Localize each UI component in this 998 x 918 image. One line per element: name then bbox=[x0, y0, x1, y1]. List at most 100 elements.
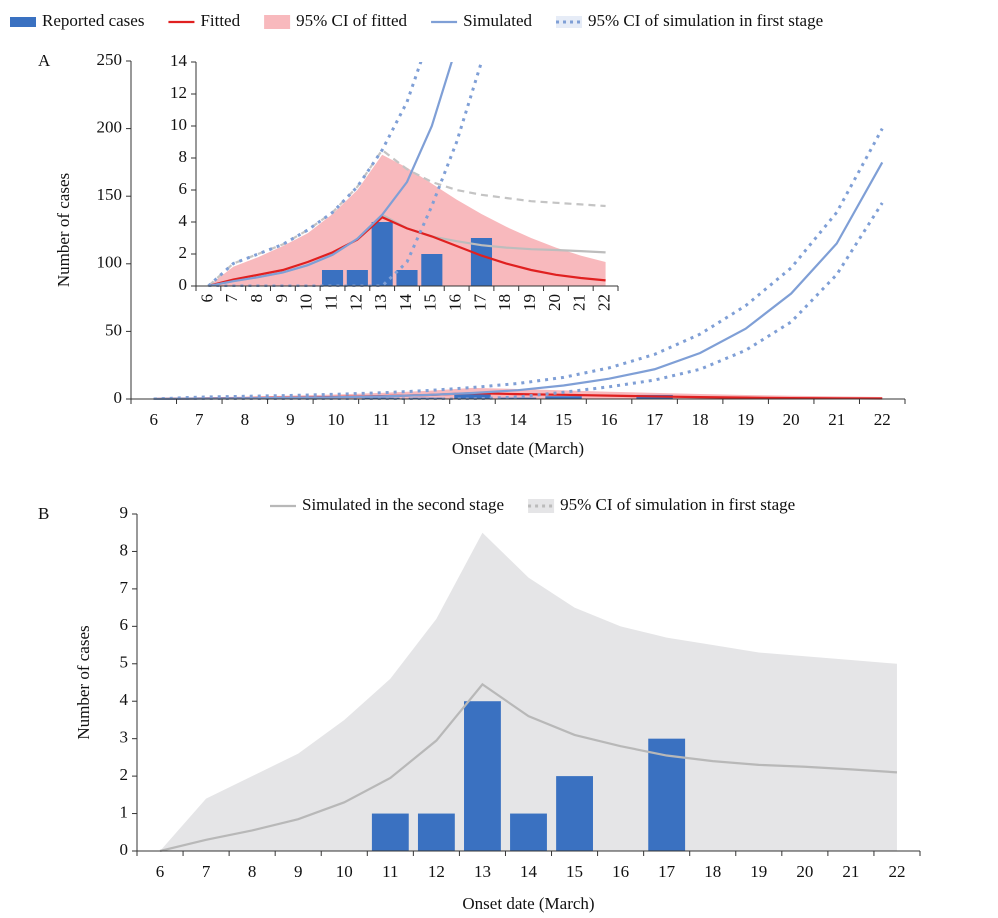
y-tick-label: 200 bbox=[97, 118, 123, 137]
y-tick-label: 8 bbox=[179, 147, 188, 166]
x-tick-label: 20 bbox=[796, 862, 813, 881]
x-tick-label: 11 bbox=[373, 410, 389, 429]
legend-label: Fitted bbox=[200, 11, 240, 30]
legend-swatch bbox=[556, 16, 583, 28]
legend-label: 95% CI of simulation in first stage bbox=[588, 11, 823, 30]
x-tick-label: 22 bbox=[888, 862, 905, 881]
x-tick-label: 17 bbox=[658, 862, 676, 881]
x-tick-label: 14 bbox=[510, 410, 528, 429]
series-line bbox=[208, 62, 453, 287]
x-tick-label: 11 bbox=[382, 862, 398, 881]
x-tick-label: 6 bbox=[150, 410, 159, 429]
x-tick-label: 18 bbox=[692, 410, 709, 429]
y-tick-label: 2 bbox=[120, 765, 129, 784]
x-tick-label: 10 bbox=[327, 410, 344, 429]
bar bbox=[470, 238, 493, 286]
x-tick-label: 11 bbox=[321, 294, 340, 310]
x-tick-label: 18 bbox=[704, 862, 721, 881]
legend-swatch bbox=[264, 15, 291, 29]
series-line bbox=[207, 148, 606, 287]
legend-swatch bbox=[528, 499, 555, 513]
y-tick-label: 0 bbox=[179, 275, 188, 294]
x-tick-label: 9 bbox=[294, 862, 303, 881]
y-tick-label: 3 bbox=[120, 728, 129, 747]
x-tick-label: 21 bbox=[570, 294, 589, 311]
x-tick-label: 6 bbox=[156, 862, 165, 881]
x-tick-label: 7 bbox=[195, 410, 204, 429]
x-tick-label: 14 bbox=[520, 862, 538, 881]
legend-label: 95% CI of fitted bbox=[296, 11, 407, 30]
ci-upper-line bbox=[153, 127, 884, 400]
x-tick-label: 8 bbox=[241, 410, 250, 429]
x-axis-title: Onset date (March) bbox=[462, 894, 594, 913]
x-tick-label: 13 bbox=[464, 410, 481, 429]
x-tick-label: 19 bbox=[750, 862, 767, 881]
legend-label: Simulated in the second stage bbox=[302, 495, 504, 514]
y-tick-label: 50 bbox=[105, 320, 122, 339]
x-tick-label: 12 bbox=[418, 410, 435, 429]
x-tick-label: 10 bbox=[297, 294, 316, 311]
x-tick-label: 13 bbox=[474, 862, 491, 881]
y-tick-label: 4 bbox=[120, 690, 129, 709]
y-tick-label: 7 bbox=[120, 578, 129, 597]
x-tick-label: 16 bbox=[612, 862, 629, 881]
x-tick-label: 18 bbox=[495, 294, 514, 311]
x-tick-label: 9 bbox=[286, 410, 295, 429]
bar bbox=[510, 813, 547, 851]
y-tick-label: 6 bbox=[120, 615, 129, 634]
x-tick-label: 20 bbox=[545, 294, 564, 311]
bar bbox=[371, 222, 393, 286]
y-tick-label: 100 bbox=[97, 253, 123, 272]
bar bbox=[417, 813, 455, 851]
legend-label: 95% CI of simulation in first stage bbox=[560, 495, 795, 514]
bar bbox=[371, 813, 409, 851]
y-tick-label: 5 bbox=[120, 653, 129, 672]
x-tick-label: 7 bbox=[202, 862, 211, 881]
x-tick-label: 21 bbox=[828, 410, 845, 429]
y-tick-label: 6 bbox=[179, 179, 188, 198]
series-line bbox=[208, 215, 606, 287]
x-tick-label: 15 bbox=[421, 294, 440, 311]
bar bbox=[545, 396, 582, 399]
y-tick-label: 0 bbox=[114, 388, 123, 407]
y-tick-label: 0 bbox=[120, 840, 129, 859]
bar bbox=[421, 254, 443, 286]
x-tick-label: 14 bbox=[396, 294, 415, 312]
x-tick-label: 17 bbox=[470, 294, 489, 312]
ci-band bbox=[160, 532, 897, 851]
y-tick-label: 250 bbox=[97, 50, 123, 69]
bar bbox=[363, 397, 400, 399]
x-tick-label: 16 bbox=[446, 294, 465, 311]
x-tick-label: 7 bbox=[222, 294, 241, 303]
legend-label: Simulated bbox=[463, 11, 532, 30]
x-tick-label: 8 bbox=[248, 862, 257, 881]
x-tick-label: 8 bbox=[247, 294, 266, 303]
x-tick-label: 22 bbox=[594, 294, 613, 311]
plot-area bbox=[207, 62, 606, 287]
x-tick-label: 12 bbox=[346, 294, 365, 311]
y-tick-label: 4 bbox=[179, 211, 188, 230]
bar bbox=[454, 393, 491, 399]
y-axis-title: Number of cases bbox=[54, 173, 73, 287]
legend-swatch bbox=[10, 17, 36, 27]
y-tick-label: 9 bbox=[120, 503, 129, 522]
x-tick-label: 13 bbox=[371, 294, 390, 311]
x-tick-label: 22 bbox=[874, 410, 891, 429]
y-tick-label: 12 bbox=[170, 83, 187, 102]
y-tick-label: 8 bbox=[120, 540, 129, 559]
x-tick-label: 10 bbox=[336, 862, 353, 881]
y-tick-label: 2 bbox=[179, 243, 188, 262]
panel-label: B bbox=[38, 504, 49, 523]
bar bbox=[396, 270, 418, 286]
x-tick-label: 20 bbox=[783, 410, 800, 429]
bar bbox=[499, 397, 537, 399]
x-tick-label: 6 bbox=[197, 294, 216, 303]
y-tick-label: 1 bbox=[120, 802, 129, 821]
plot-area bbox=[159, 532, 898, 852]
x-tick-label: 19 bbox=[520, 294, 539, 311]
y-tick-label: 150 bbox=[97, 185, 123, 204]
bar bbox=[321, 270, 344, 286]
ci-band bbox=[208, 154, 606, 286]
